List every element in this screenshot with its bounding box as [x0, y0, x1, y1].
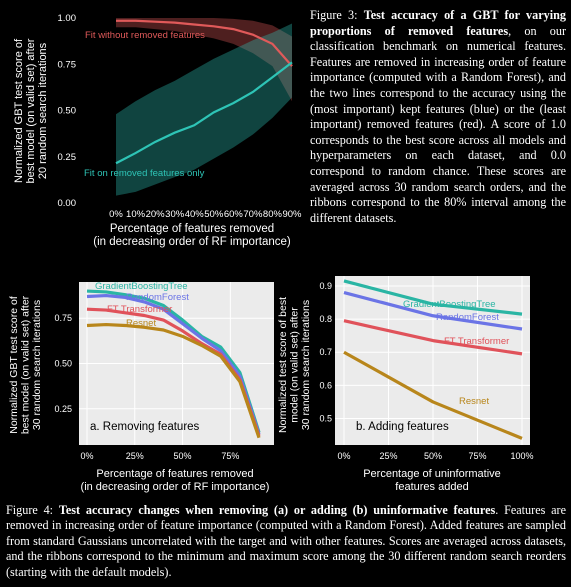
fig3-plot-area	[88, 14, 300, 206]
figure3-caption-text: , on our classification benchmark on num…	[310, 23, 566, 225]
fig3-xlabel-line1: Percentage of features removed	[110, 223, 274, 235]
fig3-ylabel-line1: Normalized GBT test score of	[13, 38, 25, 183]
figure3-caption-label: Figure 3:	[310, 8, 358, 22]
fig3-xtick-label: 10%	[126, 209, 146, 220]
fig3-xtick-label: 50%	[204, 209, 224, 220]
fig3-ylabel-line3: 20 random search iterations	[37, 42, 49, 179]
fig3-xlabel-line2: (in decreasing order of RF importance)	[93, 236, 291, 248]
fig3-series-line	[115, 61, 293, 165]
fig3-xtick-label: 80%	[263, 209, 283, 220]
figure4-caption: Figure 4: Test accuracy changes when rem…	[6, 503, 566, 580]
fig3-ytick-label: 0.75	[58, 59, 77, 70]
fig3-xtick-label: 40%	[185, 209, 205, 220]
fig3-xtick-label: 60%	[224, 209, 244, 220]
figure3-caption: Figure 3: Test accuracy of a GBT for var…	[310, 8, 566, 226]
fig3-ribbon	[116, 18, 292, 102]
fig3-xtick-label: 0%	[109, 209, 123, 220]
fig3-ylabel: Normalized GBT test score of best model …	[13, 38, 49, 183]
fig3-xtick-label: 30%	[165, 209, 185, 220]
fig3-ylabel-line2: best model (on valid set) after	[25, 38, 37, 183]
fig3-ytick-label: 0.00	[58, 198, 77, 209]
fig3-series-line	[116, 19, 293, 67]
figure4-caption-label: Figure 4:	[6, 503, 54, 517]
fig3-xtick-label: 90%	[282, 209, 302, 220]
figure4-caption-text: . Features are removed in increasing ord…	[6, 503, 566, 579]
fig3-series-label-teal: Fit on removed features only	[84, 168, 205, 179]
figure4-caption-bold: Test accuracy changes when removing (a) …	[58, 503, 496, 517]
fig3-series-label-red: Fit without removed features	[85, 30, 205, 41]
fig3-ytick-label: 1.00	[58, 13, 77, 24]
fig3-xtick-label: 20%	[146, 209, 166, 220]
fig3-ytick-label: 0.50	[58, 106, 77, 117]
fig3-ribbon	[116, 23, 292, 196]
fig3-xtick-label: 70%	[243, 209, 263, 220]
fig3-ytick-label: 0.25	[58, 152, 77, 163]
figure3-caption-bold: Test accuracy of a GBT for varying propo…	[310, 8, 566, 38]
